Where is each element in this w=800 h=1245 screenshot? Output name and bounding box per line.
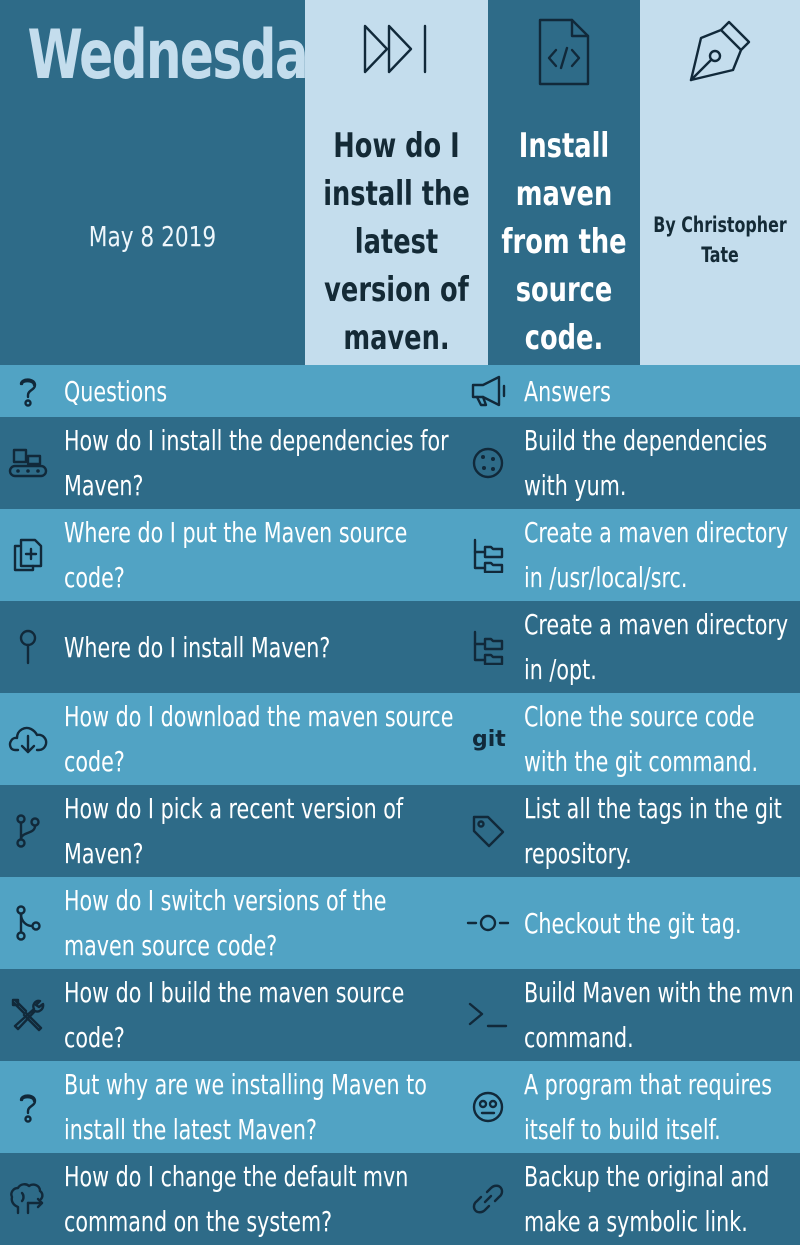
question-text: Where do I put the Maven source code?: [64, 516, 408, 594]
brain-arrow-icon: [0, 1153, 56, 1245]
step-two-line: from the: [501, 222, 627, 262]
step-two-line: Install: [518, 126, 610, 166]
author-line: By Christopher: [653, 213, 787, 237]
question-text: How do I install the dependencies for Ma…: [64, 424, 449, 502]
table-row: How do I download the maven source code?…: [0, 693, 800, 785]
copy-plus-icon: [0, 509, 56, 601]
step-two-line: source: [515, 270, 613, 310]
question-text: How do I download the maven source code?: [64, 700, 454, 778]
question-text: How do I build the maven source code?: [64, 976, 405, 1054]
step-one-line: latest: [354, 222, 439, 262]
answer-text: Build Maven with the mvn command.: [524, 976, 794, 1054]
step-one-line: install the: [323, 174, 470, 214]
git-icon: git: [460, 693, 516, 785]
table-row: How do I install the dependencies for Ma…: [0, 417, 800, 509]
table-row: But why are we installing Maven to insta…: [0, 1061, 800, 1153]
step-one-text: How do I install the latest version of m…: [320, 122, 474, 362]
git-commit-icon: [460, 877, 516, 969]
conveyor-icon: [0, 417, 56, 509]
qa-table: Questions Answers: [0, 365, 800, 1245]
step-two-text: Install maven from the source code.: [500, 122, 628, 362]
code-file-icon: [488, 16, 640, 88]
author-credit: By Christopher Tate: [653, 210, 787, 270]
folder-tree-icon: [460, 509, 516, 601]
question-text: Where do I install Maven?: [64, 630, 331, 664]
step-two-column: Install maven from the source code.: [488, 0, 640, 365]
page-title: Wednesday: [27, 16, 338, 95]
answer-text: Checkout the git tag.: [524, 906, 742, 940]
fast-forward-icon: [305, 16, 488, 82]
author-line: Tate: [701, 243, 739, 267]
question-mark-icon: [0, 1061, 56, 1153]
table-row: How do I switch versions of the maven so…: [0, 877, 800, 969]
table-row: How do I change the default mvn command …: [0, 1153, 800, 1245]
git-merge-icon: [0, 877, 56, 969]
table-header-row: Questions Answers: [0, 365, 800, 417]
tag-icon: [460, 785, 516, 877]
tools-icon: [0, 969, 56, 1061]
question-text: But why are we installing Maven to insta…: [64, 1068, 427, 1146]
cookie-icon: [460, 417, 516, 509]
answer-text: Clone the source code with the git comma…: [524, 700, 759, 778]
header: Wednesday May 8 2019 How do I install th…: [0, 0, 800, 365]
step-one-line: How do I: [333, 126, 460, 166]
question-mark-icon: [0, 365, 56, 417]
link-icon: [460, 1153, 516, 1245]
answer-text: Create a maven directory in /usr/local/s…: [524, 516, 789, 594]
terminal-icon: [460, 969, 516, 1061]
step-two-line: maven: [515, 174, 613, 214]
answer-text: A program that requires itself to build …: [524, 1068, 772, 1146]
title-column: Wednesday May 8 2019: [0, 0, 338, 365]
answers-header: Answers: [524, 374, 611, 408]
table-row: Where do I install Maven? Create a maven…: [0, 601, 800, 693]
step-one-line: maven.: [343, 318, 450, 358]
table-row: How do I build the maven source code? Bu…: [0, 969, 800, 1061]
question-text: How do I switch versions of the maven so…: [64, 884, 387, 962]
answer-text: List all the tags in the git repository.: [524, 792, 782, 870]
step-one-line: version of: [324, 270, 469, 310]
folder-tree-icon: [460, 601, 516, 693]
answer-text: Build the dependencies with yum.: [524, 424, 768, 502]
table-row: How do I pick a recent version of Maven?…: [0, 785, 800, 877]
git-branch-icon: [0, 785, 56, 877]
table-row: Where do I put the Maven source code? Cr…: [0, 509, 800, 601]
map-pin-icon: [0, 601, 56, 693]
megaphone-icon: [460, 365, 516, 417]
question-text: How do I change the default mvn command …: [64, 1160, 409, 1238]
answer-text: Create a maven directory in /opt.: [524, 608, 789, 686]
question-text: How do I pick a recent version of Maven?: [64, 792, 404, 870]
author-column: By Christopher Tate: [640, 0, 800, 365]
cloud-download-icon: [0, 693, 56, 785]
pen-nib-icon: [640, 16, 800, 86]
svg-text:git: git: [472, 727, 506, 752]
answer-text: Backup the original and make a symbolic …: [524, 1160, 770, 1238]
date-label: May 8 2019: [88, 220, 217, 253]
step-one-column: How do I install the latest version of m…: [305, 0, 488, 365]
step-two-line: code.: [524, 318, 604, 358]
dizzy-face-icon: [460, 1061, 516, 1153]
questions-header: Questions: [64, 374, 168, 408]
